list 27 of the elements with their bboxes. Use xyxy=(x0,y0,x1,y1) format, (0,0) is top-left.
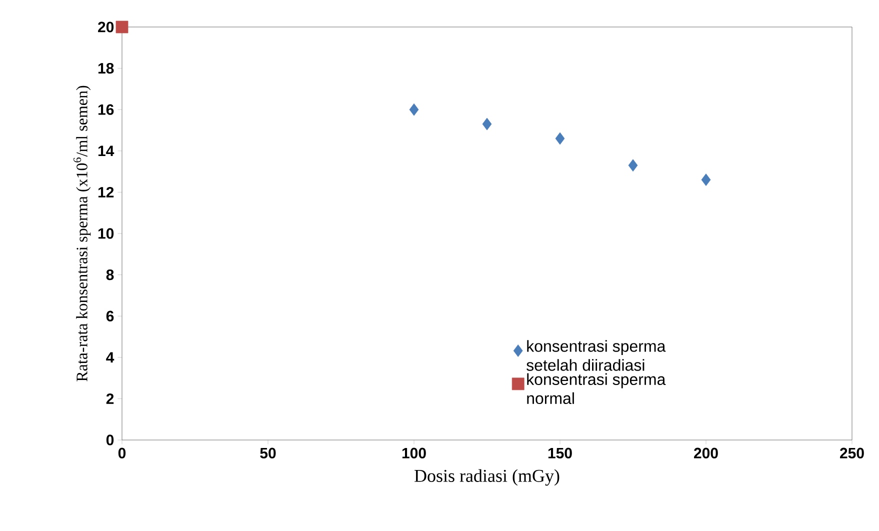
point xyxy=(555,132,565,145)
legend-label: konsentrasi sperma normal xyxy=(527,373,666,404)
x-tick-label: 150 xyxy=(548,448,572,458)
y-tick-label: 14 xyxy=(98,146,114,156)
point xyxy=(482,118,492,130)
y-tick-label: 18 xyxy=(98,62,114,74)
y-tick-label: 2 xyxy=(106,393,114,404)
y-tick-label: 0 xyxy=(106,434,114,446)
x-axis-title: Dosis radiasi (mGy) xyxy=(414,469,560,486)
x-tick-label: 50 xyxy=(260,448,276,458)
point xyxy=(628,159,638,172)
y-tick-label: 10 xyxy=(98,228,114,239)
x-tick-label: 100 xyxy=(402,448,426,458)
y-tick-label: 8 xyxy=(106,269,114,280)
point xyxy=(116,20,128,34)
y-tick-label: 12 xyxy=(98,186,114,198)
y-tick-label: 20 xyxy=(98,22,114,32)
point xyxy=(409,103,419,116)
y-tick-label: 4 xyxy=(106,352,114,363)
point xyxy=(701,174,711,186)
y-axis-title: Rata-rata konsentrasi sperma (x10$^{6}$/ml semen) xyxy=(74,86,91,382)
legend-label: konsentrasi sperma setelah diiradiasi xyxy=(526,340,666,371)
x-tick-label: 200 xyxy=(694,448,718,458)
x-tick-label: 250 xyxy=(840,448,864,458)
y-tick-label: 16 xyxy=(98,104,114,115)
x-tick-label: 0 xyxy=(118,448,126,458)
y-tick-label: 6 xyxy=(106,310,114,322)
